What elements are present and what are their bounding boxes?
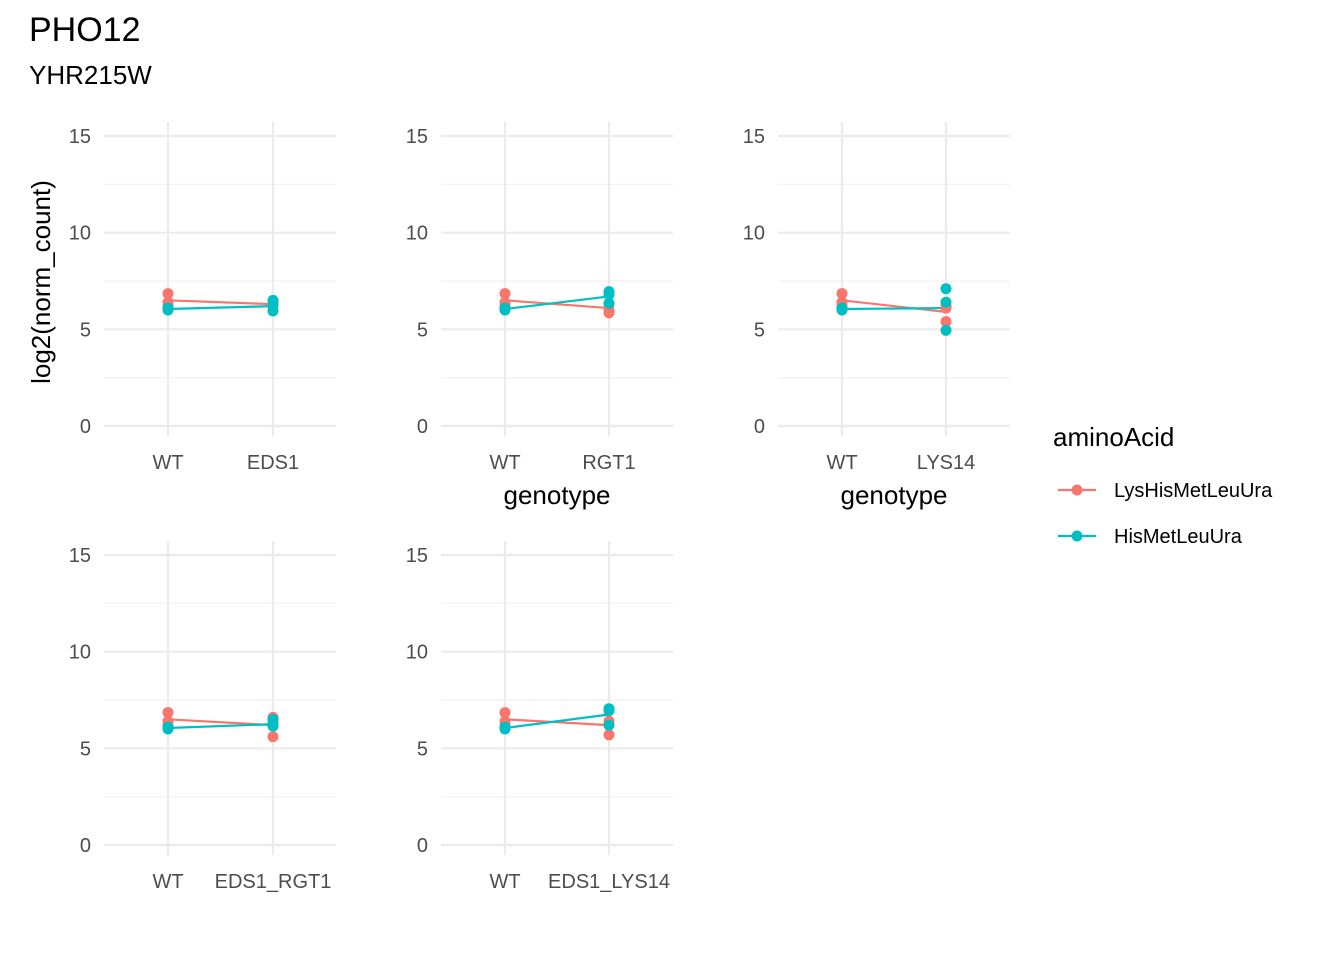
facet-panel-5: 0 5 10 15 WT EDS1_LYS14 [406, 541, 673, 893]
chart-title: PHO12 [29, 11, 141, 49]
series-line [504, 295, 610, 311]
x-tick-label: WT [826, 452, 857, 474]
legend-item: HisMetLeuUra [1058, 526, 1243, 548]
data-point [267, 720, 279, 732]
data-point [267, 305, 279, 317]
y-tick-label: 0 [754, 416, 765, 438]
x-tick-label: RGT1 [582, 452, 635, 474]
series-line [504, 299, 610, 310]
x-tick-label: WT [489, 871, 520, 893]
data-point [940, 324, 952, 336]
data-point [162, 722, 174, 734]
x-tick-label: WT [152, 452, 183, 474]
facet-panel-2: 0 5 10 15 WT RGT1 genotype [406, 122, 673, 510]
series-line [167, 305, 274, 311]
legend-key-point [1071, 484, 1083, 496]
y-tick-label: 15 [406, 126, 428, 148]
y-tick-label: 10 [406, 642, 428, 664]
legend-label: LysHisMetLeuUra [1114, 480, 1273, 502]
y-tick-label: 15 [69, 126, 91, 148]
series-line [504, 713, 610, 730]
data-point [940, 296, 952, 308]
series-line [841, 306, 947, 311]
data-point [267, 731, 279, 743]
y-tick-label: 5 [417, 319, 428, 341]
y-tick-label: 5 [80, 319, 91, 341]
data-point [499, 288, 511, 300]
series-line [167, 723, 274, 730]
y-tick-label: 5 [417, 738, 428, 760]
x-tick-label: LYS14 [917, 452, 976, 474]
data-point [162, 303, 174, 315]
x-tick-label: EDS1_RGT1 [215, 871, 332, 893]
y-tick-label: 0 [417, 835, 428, 857]
y-tick-label: 0 [417, 416, 428, 438]
data-point [603, 307, 615, 319]
data-point [162, 288, 174, 300]
data-point [499, 722, 511, 734]
x-tick-label: WT [489, 452, 520, 474]
y-axis-title: log2(norm_count) [26, 180, 56, 384]
facet-panels: 0 5 10 15 WT EDS1 0 5 10 15 WT RGT1 genotype 0 5 10 15 WT… [69, 122, 1010, 893]
x-tick-label: EDS1 [247, 452, 299, 474]
y-tick-label: 10 [69, 642, 91, 664]
y-tick-label: 0 [80, 416, 91, 438]
y-tick-label: 5 [80, 738, 91, 760]
x-tick-label: EDS1_LYS14 [548, 871, 670, 893]
y-tick-label: 5 [754, 319, 765, 341]
chart-subtitle: YHR215W [29, 60, 152, 90]
data-point [836, 288, 848, 300]
x-axis-title: genotype [841, 480, 948, 510]
facet-panel-1: 0 5 10 15 WT EDS1 [69, 122, 336, 474]
facet-panel-3: 0 5 10 15 WT LYS14 genotype [743, 122, 1010, 510]
y-tick-label: 10 [743, 223, 765, 245]
y-tick-label: 10 [406, 223, 428, 245]
y-tick-label: 15 [406, 545, 428, 567]
y-tick-label: 15 [69, 545, 91, 567]
x-tick-label: WT [152, 871, 183, 893]
data-point [162, 707, 174, 719]
series-line [167, 299, 274, 306]
data-point [603, 729, 615, 741]
data-point [940, 316, 952, 328]
x-axis-title: genotype [504, 480, 611, 510]
series-line [841, 299, 947, 314]
data-point [603, 705, 615, 717]
legend-key-point [1071, 530, 1083, 542]
data-point [836, 303, 848, 315]
legend: aminoAcid LysHisMetLeuUra HisMetLeuUra [1053, 422, 1273, 548]
data-point [499, 707, 511, 719]
facet-panel-4: 0 5 10 15 WT EDS1_RGT1 [69, 541, 336, 893]
legend-label: HisMetLeuUra [1114, 526, 1243, 548]
data-point [603, 719, 615, 731]
data-point [940, 283, 952, 295]
y-tick-label: 10 [69, 223, 91, 245]
legend-title: aminoAcid [1053, 422, 1174, 452]
legend-item: LysHisMetLeuUra [1058, 480, 1273, 502]
data-point [499, 303, 511, 315]
data-point [603, 297, 615, 309]
y-tick-label: 15 [743, 126, 765, 148]
y-tick-label: 0 [80, 835, 91, 857]
data-point [603, 289, 615, 301]
